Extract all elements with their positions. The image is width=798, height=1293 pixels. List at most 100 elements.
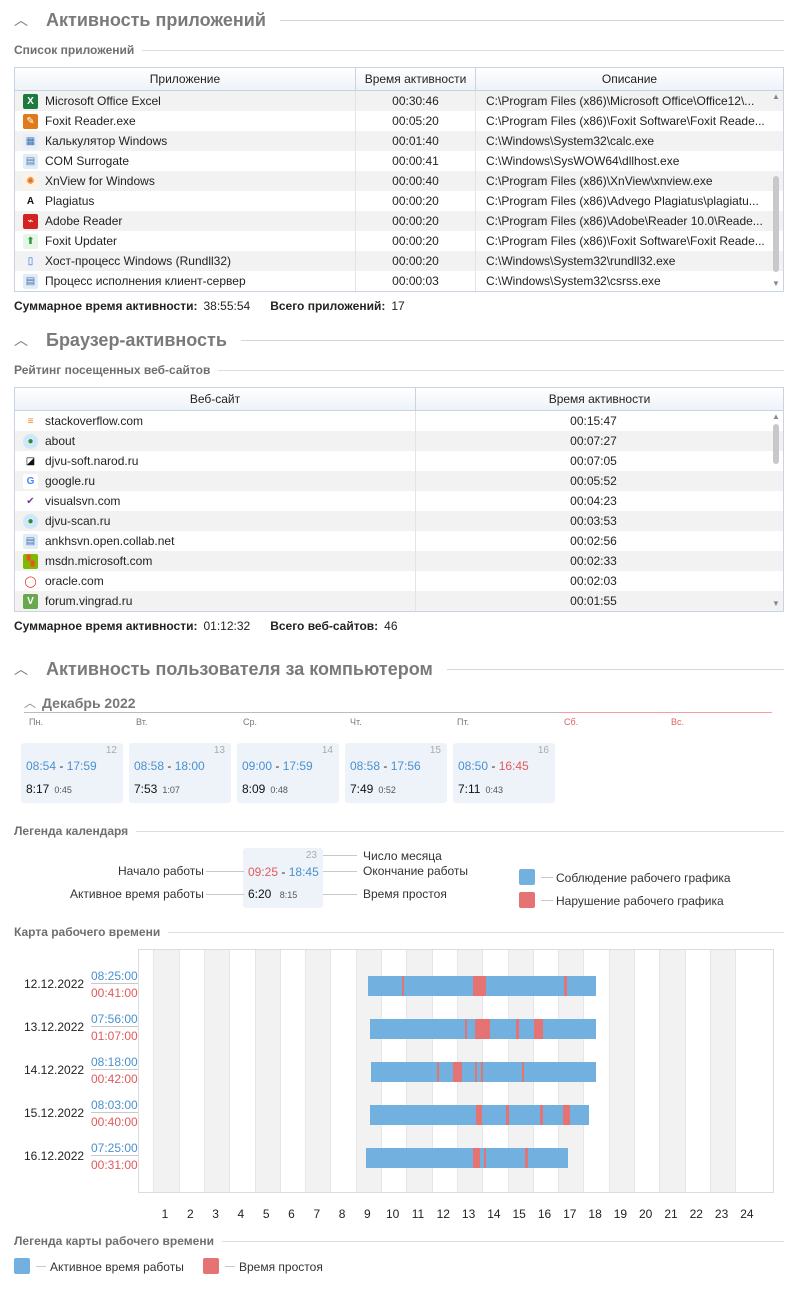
app-desc-cell: C:\Program Files (x86)\Adobe\Reader 10.0… — [476, 211, 771, 231]
total-time-label: Суммарное время активности: — [14, 619, 198, 633]
table-row[interactable]: ▤ ankhsvn.open.collab.net 00:02:56 — [15, 531, 783, 551]
table-row[interactable]: ◪ djvu-soft.narod.ru 00:07:05 — [15, 451, 783, 471]
chevron-up-icon[interactable]: ︿ — [24, 696, 37, 710]
hour-tick-label: 8 — [338, 1207, 346, 1221]
column-header-time[interactable]: Время активности — [356, 68, 476, 90]
globe-icon: ● — [23, 433, 38, 449]
hour-column — [709, 950, 736, 1192]
hour-tick-label: 24 — [740, 1207, 754, 1221]
idle-segment — [483, 1148, 486, 1168]
column-header-app[interactable]: Приложение — [15, 68, 356, 90]
table-row[interactable]: ◯ oracle.com 00:02:03 — [15, 571, 783, 591]
column-header-site[interactable]: Веб-сайт — [15, 388, 416, 410]
month-header[interactable]: ︿ Декабрь 2022 — [24, 694, 136, 711]
idle-segment — [516, 1019, 519, 1039]
table-row[interactable]: ⬆ Foxit Updater 00:00:20 C:\Program Files (… — [15, 231, 783, 251]
chevron-up-icon[interactable]: ︿ — [14, 12, 28, 28]
hour-column — [659, 950, 685, 1192]
apps-table[interactable]: Приложение Время активности Описание X Mi… — [14, 67, 784, 292]
apps-section-header[interactable]: ︿ Активность приложений — [14, 8, 784, 32]
divider — [446, 668, 784, 670]
browser-section-header[interactable]: ︿ Браузер-активность — [14, 328, 784, 352]
calendar-day[interactable]: 12 08:54 - 17:59 8:17 0:45 — [21, 743, 123, 803]
app-desc-cell-text: C:\Windows\System32\calc.exe — [486, 134, 655, 148]
column-header-desc[interactable]: Описание — [601, 72, 658, 86]
scroll-up-icon[interactable]: ▲ — [772, 92, 780, 101]
user-section-header[interactable]: ︿ Активность пользователя за компьютером — [14, 657, 784, 681]
app-desc-cell: C:\Program Files (x86)\Foxit Software\Fo… — [476, 111, 771, 131]
table-row[interactable]: A Plagiatus 00:00:20 C:\Program Files (x86)… — [15, 191, 783, 211]
app-time-cell-text: 00:05:20 — [392, 114, 439, 128]
xnview-icon: ✺ — [23, 173, 38, 189]
start-time: 09:00 — [242, 759, 273, 773]
idle-segment — [464, 1019, 468, 1039]
weekday-label: Чт. — [350, 717, 362, 727]
chevron-up-icon[interactable]: ︿ — [14, 332, 28, 348]
table-row[interactable]: X Microsoft Office Excel 00:30:46 C:\Progra… — [15, 91, 783, 111]
table-row[interactable]: ▤ Процесс исполнения клиент-сервер 00:00:0… — [15, 271, 783, 291]
table-row[interactable]: ▤ COM Surrogate 00:00:41 C:\Windows\SysWOW6… — [15, 151, 783, 171]
calendar-day[interactable]: 16 08:50 - 16:45 7:11 0:43 — [453, 743, 555, 803]
scroll-thumb[interactable] — [773, 424, 779, 464]
table-row[interactable]: ▦ Калькулятор Windows 00:01:40 C:\Windows\S… — [15, 131, 783, 151]
subheader-label: Список приложений — [14, 43, 135, 57]
table-row[interactable]: ✺ XnView for Windows 00:00:40 C:\Program Fi… — [15, 171, 783, 191]
hour-tick-label: 15 — [512, 1207, 526, 1221]
idle-time: 0:52 — [378, 785, 396, 795]
day-number: 14 — [321, 745, 333, 756]
chevron-up-icon[interactable]: ︿ — [14, 661, 28, 677]
scroll-down-icon[interactable]: ▼ — [772, 599, 780, 608]
app-desc-cell-text: C:\Program Files (x86)\XnView\xnview.exe — [486, 174, 713, 188]
calendar-day[interactable]: 14 09:00 - 17:59 8:09 0:48 — [237, 743, 339, 803]
table-row[interactable]: ▯ Хост-процесс Windows (Rundll32) 00:00:20… — [15, 251, 783, 271]
end-time: 17:59 — [66, 759, 97, 773]
table-row[interactable]: ≡ stackoverflow.com 00:15:47 — [15, 411, 783, 431]
table-row[interactable]: ● about 00:07:27 — [15, 431, 783, 451]
scroll-down-icon[interactable]: ▼ — [772, 279, 780, 288]
app-time-cell: 00:01:40 — [356, 131, 476, 151]
map-row-idle: 00:31:00 — [91, 1158, 138, 1172]
legend-connector — [206, 894, 244, 895]
table-row[interactable]: ✎ Foxit Reader.exe 00:05:20 C:\Program File… — [15, 111, 783, 131]
work-bar — [369, 1019, 597, 1039]
app-time-cell-text: 00:00:20 — [392, 214, 439, 228]
weekday-label: Вс. — [671, 717, 685, 727]
table-row[interactable]: ▚ msdn.microsoft.com 00:02:33 — [15, 551, 783, 571]
map-row-date: 15.12.2022 — [24, 1106, 85, 1120]
app-name-cell-text: Foxit Reader.exe — [45, 114, 136, 128]
legend-idle-time: 8:15 — [279, 890, 298, 900]
com-surrogate-icon: ▤ — [23, 153, 38, 169]
idle-segment — [453, 1062, 462, 1082]
subheader-label: Рейтинг посещенных веб-сайтов — [14, 363, 211, 377]
sites-table[interactable]: Веб-сайт Время активности ≡ stackoverflow… — [14, 387, 784, 612]
legend-end-label: Окончание работы — [363, 864, 469, 878]
app-time-cell-text: 00:00:20 — [392, 194, 439, 208]
end-time: 17:59 — [282, 759, 313, 773]
calendar-day[interactable]: 15 08:58 - 17:56 7:49 0:52 — [345, 743, 447, 803]
legend-day-cell: 23 09:25 - 18:45 6:20 8:15 — [243, 848, 323, 908]
calendar-day[interactable]: 13 08:58 - 18:00 7:53 1:07 — [129, 743, 231, 803]
column-header-time[interactable]: Время активности — [548, 392, 651, 406]
site-time-cell-text: 00:07:05 — [570, 454, 617, 468]
legend-start-time: 09:25 — [248, 865, 279, 879]
site-name-cell: ≡ stackoverflow.com — [15, 411, 416, 431]
work-hours: 09:00 - 17:59 — [242, 759, 313, 773]
table-row[interactable]: ⌁ Adobe Reader 00:00:20 C:\Program Files (x… — [15, 211, 783, 231]
site-name-cell: ✔ visualsvn.com — [15, 491, 416, 511]
scroll-thumb[interactable] — [773, 176, 779, 272]
scrollbar[interactable]: ▲ ▼ — [771, 412, 781, 609]
rundll-icon: ▯ — [23, 253, 38, 269]
scroll-up-icon[interactable]: ▲ — [772, 412, 780, 421]
hour-tick-label: 5 — [262, 1207, 270, 1221]
app-desc-cell-text: C:\Program Files (x86)\Microsoft Office\… — [486, 94, 755, 108]
day-number: 12 — [105, 745, 117, 756]
scrollbar[interactable]: ▲ ▼ — [771, 92, 781, 289]
idle-time: 0:45 — [54, 785, 72, 795]
map-row-active: 07:25:00 — [91, 1141, 138, 1156]
table-row[interactable]: ● djvu-scan.ru 00:03:53 — [15, 511, 783, 531]
table-row[interactable]: ✔ visualsvn.com 00:04:23 — [15, 491, 783, 511]
legend-connector — [206, 871, 244, 872]
